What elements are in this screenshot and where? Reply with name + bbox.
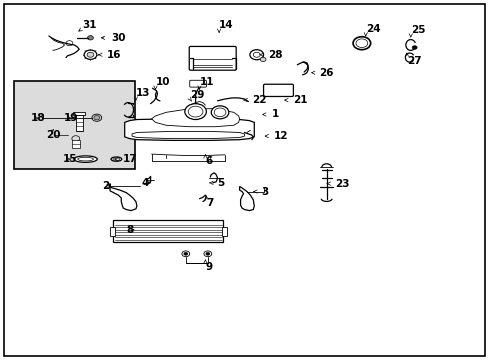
Text: 18: 18 xyxy=(30,113,45,123)
Text: 22: 22 xyxy=(251,95,266,105)
Bar xyxy=(72,140,80,148)
Text: 24: 24 xyxy=(365,24,380,34)
Circle shape xyxy=(260,57,265,62)
Circle shape xyxy=(94,116,100,120)
Bar xyxy=(73,112,85,115)
Text: 21: 21 xyxy=(293,95,307,105)
Text: 15: 15 xyxy=(62,154,77,164)
Text: 23: 23 xyxy=(334,179,349,189)
Bar xyxy=(14,81,135,169)
Polygon shape xyxy=(124,119,254,140)
Circle shape xyxy=(87,52,94,57)
Circle shape xyxy=(205,252,209,255)
Text: 30: 30 xyxy=(111,33,126,43)
Text: 13: 13 xyxy=(136,88,150,98)
Text: 3: 3 xyxy=(261,186,268,197)
Circle shape xyxy=(184,104,206,120)
Text: 29: 29 xyxy=(189,90,203,100)
Circle shape xyxy=(211,106,228,119)
Text: 27: 27 xyxy=(406,56,421,66)
Circle shape xyxy=(203,251,211,257)
FancyBboxPatch shape xyxy=(189,46,236,70)
Text: 26: 26 xyxy=(318,68,333,78)
Bar xyxy=(110,227,115,236)
Circle shape xyxy=(92,114,102,121)
Circle shape xyxy=(411,46,416,49)
Bar xyxy=(113,220,223,242)
Ellipse shape xyxy=(74,156,97,162)
Text: 10: 10 xyxy=(155,77,170,87)
Text: 4: 4 xyxy=(142,178,149,188)
Circle shape xyxy=(87,36,93,40)
Text: 5: 5 xyxy=(217,178,224,188)
Polygon shape xyxy=(110,184,137,211)
Text: 1: 1 xyxy=(271,109,278,120)
Polygon shape xyxy=(239,186,254,211)
Circle shape xyxy=(249,50,263,60)
Bar xyxy=(222,227,226,236)
Text: 17: 17 xyxy=(123,154,138,164)
FancyBboxPatch shape xyxy=(189,80,206,87)
Circle shape xyxy=(183,252,187,255)
Ellipse shape xyxy=(111,157,122,161)
Text: 25: 25 xyxy=(410,24,425,35)
Text: 20: 20 xyxy=(46,130,61,140)
Text: 19: 19 xyxy=(63,113,78,123)
Polygon shape xyxy=(151,109,239,127)
Text: 7: 7 xyxy=(206,198,213,208)
Text: 16: 16 xyxy=(106,50,121,60)
Text: 14: 14 xyxy=(219,20,233,30)
Circle shape xyxy=(182,251,189,257)
Polygon shape xyxy=(132,131,244,139)
Text: 28: 28 xyxy=(267,50,282,60)
FancyBboxPatch shape xyxy=(263,84,293,96)
Text: 9: 9 xyxy=(205,262,212,272)
Bar xyxy=(76,115,82,131)
Text: 8: 8 xyxy=(126,225,133,235)
Text: 6: 6 xyxy=(205,156,212,166)
Text: 11: 11 xyxy=(199,77,214,87)
Text: 31: 31 xyxy=(82,20,97,30)
Circle shape xyxy=(84,50,97,59)
Text: 12: 12 xyxy=(273,131,288,141)
Text: 2: 2 xyxy=(102,181,109,192)
